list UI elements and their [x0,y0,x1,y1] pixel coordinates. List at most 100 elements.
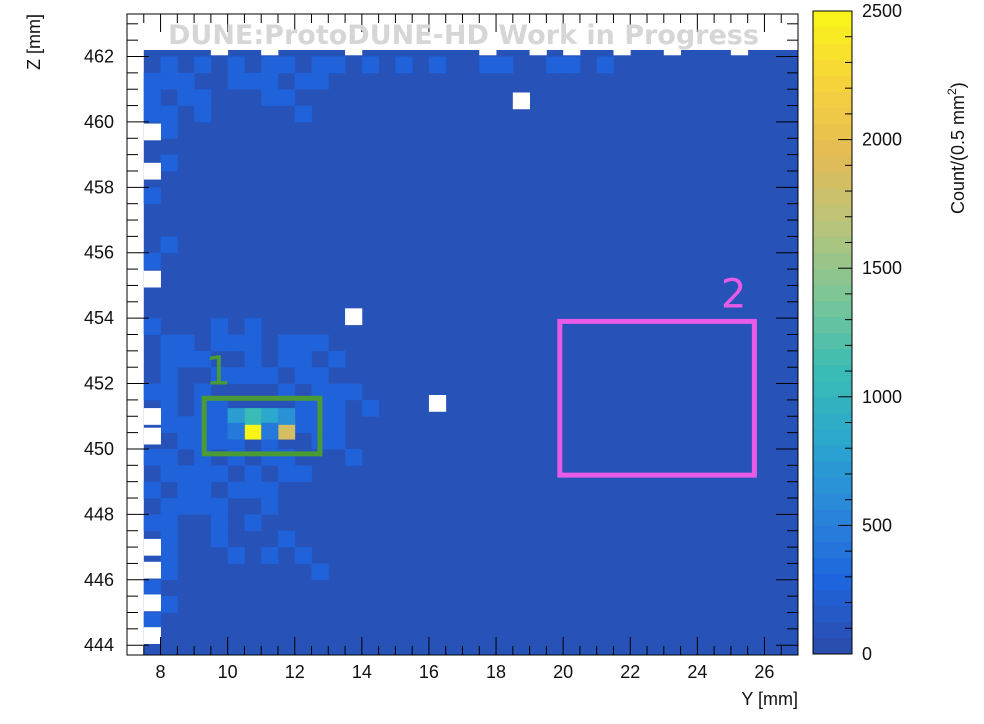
empty-bin [143,270,161,288]
medium-bin [328,432,346,450]
medium-bin [177,334,195,352]
y-tick-label: 462 [84,47,114,67]
colorbar-segment [813,557,852,575]
medium-bin [261,498,279,515]
colorbar-tick-label: 500 [862,515,892,535]
medium-bin [294,334,312,352]
y-tick-label: 448 [84,504,114,524]
medium-bin [227,334,245,352]
medium-bin [261,367,279,384]
x-tick-label: 24 [687,662,707,682]
colorbar-segment [813,27,852,44]
medium-bin [210,399,229,417]
medium-bin [311,334,329,352]
medium-bin [160,399,178,417]
medium-bin [160,547,178,564]
medium-bin [177,498,195,515]
medium-bin [294,105,312,123]
medium-bin [160,350,178,368]
empty-bin [663,38,681,56]
colorbar-border [812,10,853,655]
colorbar-segment [813,445,852,462]
x-tick-label: 10 [218,662,238,682]
colorbar-tick-label: 0 [862,644,872,664]
colorbar-segment [813,412,852,430]
medium-bin [194,498,212,515]
colorbar-segment [813,91,852,108]
medium-bin [294,416,312,434]
medium-bin [244,367,262,384]
colorbar-segment [813,461,852,478]
medium-bin [294,465,312,483]
colorbar-segment [813,477,852,494]
medium-bin [160,448,178,466]
colorbar: 0 500 1000 1500 2000 2500 [812,1,902,664]
medium-bin [210,465,229,483]
hot-bin [227,408,245,425]
colorbar-segment [813,59,852,76]
medium-bin [563,56,581,74]
medium-bin [177,465,195,483]
medium-bin [328,56,346,74]
medium-bin [194,465,212,483]
y-tick-label: 454 [84,308,114,328]
colorbar-tick-label: 2500 [862,1,902,21]
medium-bin [428,56,447,74]
x-tick-label: 20 [553,662,573,682]
medium-bin [244,465,262,483]
colorbar-segment [813,75,852,92]
colorbar-segment [813,364,852,382]
hot-bin [244,422,262,440]
medium-bin [160,72,178,90]
colorbar-segment [813,11,852,28]
medium-bin [277,350,296,368]
x-tick-label: 16 [419,662,439,682]
y-tick-label: 450 [84,439,114,459]
medium-bin [227,547,245,564]
medium-bin [160,367,178,384]
empty-bin [143,123,161,141]
colorbar-segment [813,236,852,253]
colorbar-tick-label: 1500 [862,258,902,278]
medium-bin [345,383,363,401]
medium-bin [244,318,262,335]
colorbar-segment [813,171,852,189]
medium-bin [261,89,279,106]
colorbar-segment [813,123,852,141]
medium-bin [160,498,178,515]
colorbar-segment [813,573,852,591]
colorbar-segment [813,268,852,285]
medium-bin [596,56,614,74]
medium-bin [227,72,245,90]
empty-bin [479,38,497,56]
medium-bin [143,383,161,401]
medium-bin [261,56,279,74]
medium-bin [294,367,312,384]
empty-bin [512,92,530,110]
medium-bin [294,350,312,368]
medium-bin [328,350,346,368]
medium-bin [210,530,229,548]
medium-bin [143,187,161,205]
medium-bin [244,350,262,368]
colorbar-segment [813,621,852,639]
colorbar-segment [813,107,852,125]
empty-bin [529,38,547,56]
medium-bin [294,399,312,417]
medium-bin [160,334,178,352]
medium-bin [546,56,564,74]
medium-bin [395,56,413,74]
medium-bin [261,72,279,90]
empty-bin [563,38,581,56]
x-tick-label: 26 [754,662,774,682]
empty-bin [143,408,161,425]
medium-bin [177,350,195,368]
medium-bin [227,481,245,499]
x-tick-label: 22 [620,662,640,682]
medium-bin [177,89,195,106]
medium-bin [311,367,329,384]
medium-bin [160,596,178,613]
medium-bin [194,56,212,74]
empty-bin [143,561,161,579]
empty-bin [428,395,447,412]
